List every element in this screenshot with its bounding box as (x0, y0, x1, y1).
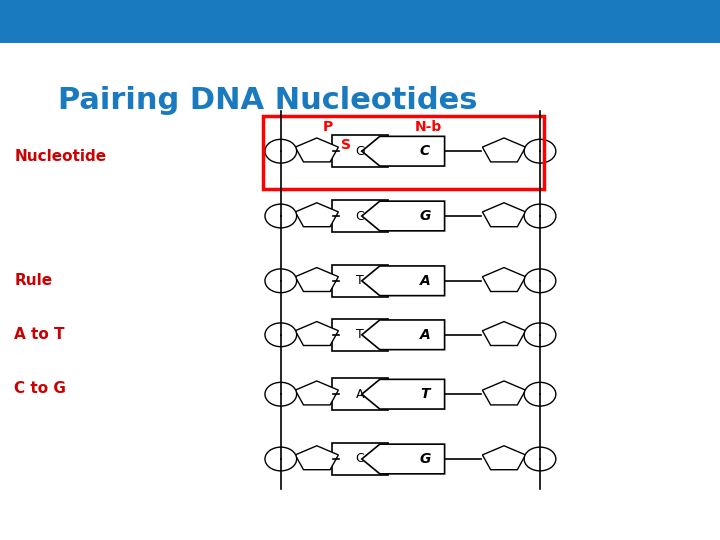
Polygon shape (295, 203, 338, 227)
Text: C to G: C to G (14, 381, 66, 396)
Text: A: A (356, 388, 364, 401)
Polygon shape (362, 266, 445, 296)
Circle shape (265, 139, 297, 163)
FancyBboxPatch shape (331, 265, 389, 297)
Polygon shape (295, 446, 338, 470)
Polygon shape (482, 446, 526, 470)
Text: T: T (420, 387, 430, 401)
Circle shape (524, 447, 556, 471)
Circle shape (265, 382, 297, 406)
Text: T: T (356, 274, 364, 287)
Polygon shape (295, 381, 338, 405)
Text: A: A (420, 274, 430, 288)
Text: P: P (323, 120, 333, 134)
Polygon shape (362, 379, 445, 409)
FancyBboxPatch shape (0, 0, 720, 43)
Circle shape (265, 269, 297, 293)
Polygon shape (295, 321, 338, 346)
Text: A to T: A to T (14, 327, 65, 342)
Text: N-b: N-b (415, 120, 442, 134)
FancyBboxPatch shape (331, 319, 389, 351)
FancyBboxPatch shape (331, 443, 389, 475)
Text: Rule: Rule (14, 273, 53, 288)
Polygon shape (482, 381, 526, 405)
Circle shape (524, 382, 556, 406)
FancyBboxPatch shape (331, 200, 389, 232)
Circle shape (265, 204, 297, 228)
Polygon shape (295, 268, 338, 292)
Polygon shape (362, 320, 445, 350)
Text: C: C (356, 210, 364, 222)
Text: Pairing DNA Nucleotides: Pairing DNA Nucleotides (58, 86, 477, 116)
Text: A: A (420, 328, 430, 342)
Text: C: C (420, 144, 430, 158)
Polygon shape (482, 268, 526, 292)
Circle shape (524, 139, 556, 163)
Circle shape (524, 204, 556, 228)
Polygon shape (362, 137, 445, 166)
Text: G: G (419, 452, 431, 466)
FancyBboxPatch shape (331, 378, 389, 410)
Circle shape (265, 447, 297, 471)
Circle shape (524, 323, 556, 347)
FancyBboxPatch shape (331, 135, 389, 167)
Polygon shape (482, 138, 526, 162)
Text: S: S (341, 138, 351, 152)
Text: T: T (356, 328, 364, 341)
Polygon shape (362, 444, 445, 474)
Polygon shape (295, 138, 338, 162)
Text: Nucleotide: Nucleotide (14, 149, 107, 164)
Polygon shape (482, 203, 526, 227)
Polygon shape (482, 321, 526, 346)
Circle shape (265, 323, 297, 347)
Text: C: C (356, 453, 364, 465)
Circle shape (524, 269, 556, 293)
Text: G: G (419, 209, 431, 223)
Text: G: G (355, 145, 365, 158)
Polygon shape (362, 201, 445, 231)
